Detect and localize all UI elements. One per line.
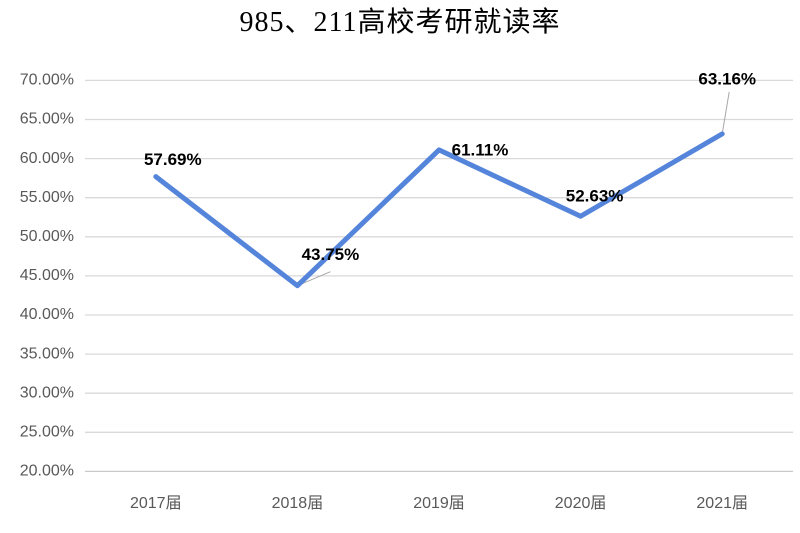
y-axis-tick-label: 50.00%	[20, 228, 74, 245]
y-axis-tick-label: 65.00%	[20, 111, 74, 128]
y-axis-tick-label: 40.00%	[20, 306, 74, 323]
data-label: 61.11%	[452, 140, 509, 159]
series-line	[153, 131, 725, 289]
data-label: 57.69%	[144, 150, 202, 169]
y-axis-tick-label: 60.00%	[20, 150, 74, 167]
y-axis-tick-label: 30.00%	[20, 384, 74, 401]
data-label: 63.16%	[698, 69, 756, 88]
y-axis-tick-label: 20.00%	[20, 463, 74, 480]
chart-title: 985、211高校考研就读率	[239, 7, 561, 38]
y-axis-tick-label: 35.00%	[20, 345, 74, 362]
x-axis-category-label: 2018届	[272, 495, 324, 512]
y-axis-tick-label: 45.00%	[20, 267, 74, 284]
data-label: 43.75%	[302, 245, 360, 264]
y-axis-tick-label: 55.00%	[20, 189, 74, 206]
x-axis-category-label: 2021届	[696, 495, 748, 512]
y-axis-tick-label: 70.00%	[20, 72, 74, 89]
data-label-leader-line	[721, 91, 730, 134]
x-axis-category-label: 2019届	[413, 495, 465, 512]
y-axis-tick-label: 25.00%	[20, 424, 74, 441]
data-label: 52.63%	[566, 187, 624, 206]
x-axis-category-label: 2017届	[130, 495, 182, 512]
x-axis-category-label: 2020届	[555, 495, 607, 512]
